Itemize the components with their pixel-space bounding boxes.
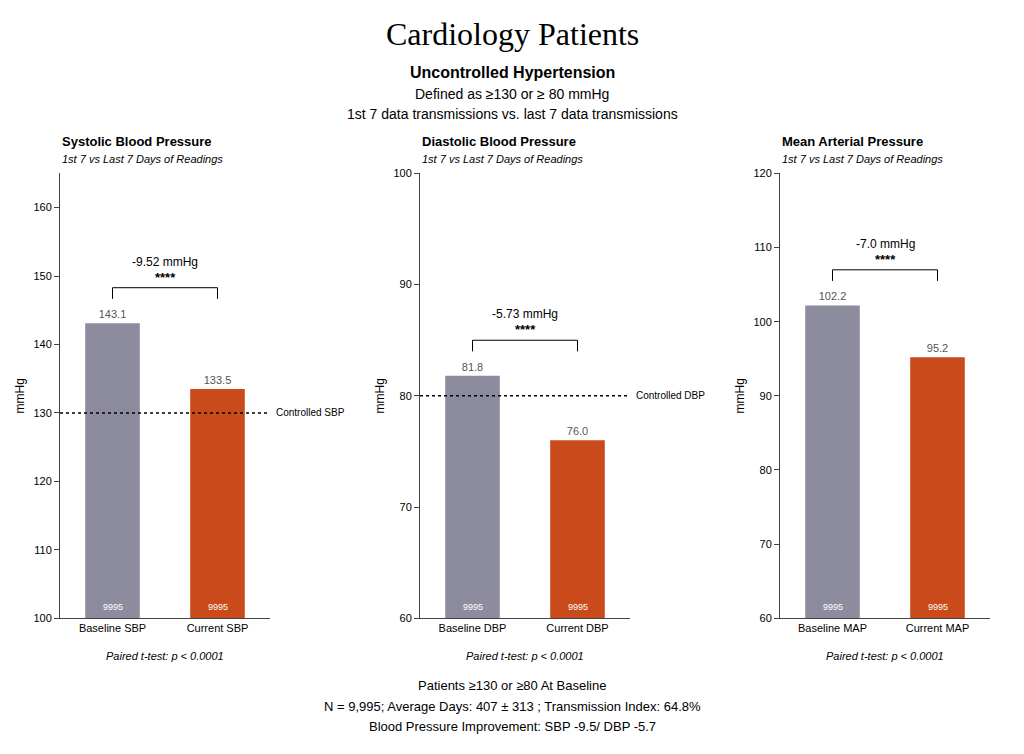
svg-text:133.5: 133.5 [204,374,232,386]
svg-text:100: 100 [393,167,411,179]
svg-text:60: 60 [760,612,772,624]
svg-text:Blood Pressure Improvement: SB: Blood Pressure Improvement: SBP -9.5/ DB… [369,719,656,734]
svg-text:Cardiology Patients: Cardiology Patients [386,16,639,52]
svg-text:-9.52 mmHg: -9.52 mmHg [132,255,198,269]
svg-text:95.2: 95.2 [927,342,948,354]
svg-text:Baseline SBP: Baseline SBP [79,622,146,634]
svg-text:100: 100 [33,612,51,624]
svg-text:80: 80 [760,464,772,476]
svg-text:Systolic Blood Pressure: Systolic Blood Pressure [62,134,212,149]
svg-text:150: 150 [33,270,51,282]
svg-text:Diastolic Blood Pressure: Diastolic Blood Pressure [422,134,576,149]
svg-text:9995: 9995 [103,602,123,612]
svg-text:Current MAP: Current MAP [906,622,970,634]
svg-text:mmHg: mmHg [373,378,387,413]
svg-text:****: **** [155,270,176,285]
svg-text:76.0: 76.0 [567,425,588,437]
svg-text:140: 140 [33,338,51,350]
svg-text:Controlled DBP: Controlled DBP [636,390,705,401]
svg-text:90: 90 [400,278,412,290]
svg-text:120: 120 [33,475,51,487]
svg-text:1st 7 vs Last 7 Days of Readin: 1st 7 vs Last 7 Days of Readings [782,153,943,165]
svg-text:60: 60 [400,612,412,624]
svg-text:130: 130 [33,407,51,419]
svg-text:mmHg: mmHg [13,378,27,413]
svg-text:110: 110 [754,241,772,253]
svg-text:110: 110 [34,544,52,556]
svg-text:100: 100 [753,316,771,328]
svg-text:81.8: 81.8 [462,361,483,373]
svg-text:Uncontrolled Hypertension: Uncontrolled Hypertension [410,64,615,81]
svg-text:Current DBP: Current DBP [546,622,608,634]
svg-text:80: 80 [400,390,412,402]
svg-text:9995: 9995 [208,602,228,612]
svg-text:-5.73 mmHg: -5.73 mmHg [492,307,558,321]
svg-text:160: 160 [33,201,51,213]
svg-text:143.1: 143.1 [99,308,127,320]
svg-text:Paired t-test: p < 0.0001: Paired t-test: p < 0.0001 [826,650,944,662]
svg-text:1st 7 vs Last 7 Days of Readin: 1st 7 vs Last 7 Days of Readings [62,153,223,165]
svg-text:1st 7 vs Last 7 Days of Readin: 1st 7 vs Last 7 Days of Readings [422,153,583,165]
svg-text:N = 9,995; Average Days: 407 ±: N = 9,995; Average Days: 407 ± 313 ; Tra… [324,699,701,714]
svg-text:Current SBP: Current SBP [187,622,249,634]
svg-text:****: **** [515,322,536,337]
svg-text:mmHg: mmHg [733,378,747,413]
svg-text:90: 90 [760,390,772,402]
svg-text:9995: 9995 [463,602,483,612]
svg-text:****: **** [875,252,896,267]
svg-text:Baseline MAP: Baseline MAP [798,622,867,634]
svg-text:Paired t-test: p < 0.0001: Paired t-test: p < 0.0001 [106,650,224,662]
svg-text:Baseline DBP: Baseline DBP [439,622,507,634]
svg-text:1st 7 data transmissions vs. l: 1st 7 data transmissions vs. last 7 data… [347,106,678,122]
svg-text:9995: 9995 [823,602,843,612]
svg-text:-7.0 mmHg: -7.0 mmHg [856,237,915,251]
svg-text:102.2: 102.2 [819,290,847,302]
svg-text:Mean Arterial Pressure: Mean Arterial Pressure [782,134,923,149]
svg-text:Defined as ≥130 or ≥ 80 mmHg: Defined as ≥130 or ≥ 80 mmHg [415,86,609,102]
svg-text:120: 120 [753,167,771,179]
svg-text:70: 70 [760,538,772,550]
svg-text:9995: 9995 [568,602,588,612]
svg-text:70: 70 [400,501,412,513]
svg-text:Paired t-test: p < 0.0001: Paired t-test: p < 0.0001 [466,650,584,662]
svg-text:Patients ≥130 or ≥80 At Baseli: Patients ≥130 or ≥80 At Baseline [418,678,606,693]
svg-text:Controlled SBP: Controlled SBP [276,407,345,418]
svg-text:9995: 9995 [928,602,948,612]
